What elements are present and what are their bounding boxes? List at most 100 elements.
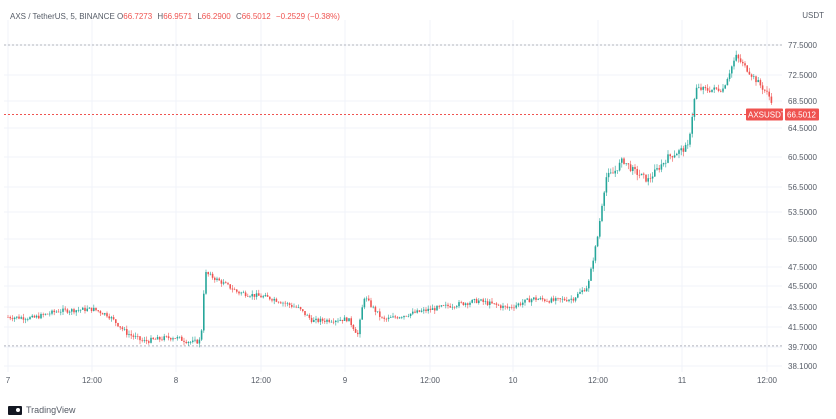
candle-body [106, 313, 108, 317]
candle-body [33, 315, 36, 318]
candle-body [423, 309, 425, 311]
horizontal-lines [4, 44, 782, 347]
candle-body [321, 318, 324, 321]
candle-body [211, 273, 214, 278]
candle-body [200, 330, 203, 340]
candle-body [341, 319, 344, 321]
candle-body [546, 301, 548, 302]
candle-body [515, 305, 517, 308]
candle-body [218, 278, 220, 281]
candle-body [244, 292, 247, 297]
candle-body [317, 318, 319, 322]
candle-body [46, 313, 49, 315]
candle-body [728, 73, 731, 80]
x-tick-label: 10 [509, 376, 518, 385]
candle-body [405, 315, 407, 317]
candle-body [649, 178, 652, 179]
candle-body [511, 307, 513, 308]
candle-body [128, 334, 130, 335]
candle-body [308, 314, 311, 318]
candle-body [319, 318, 322, 322]
candle-body [497, 304, 500, 306]
candle-body [658, 168, 660, 170]
candle-body [238, 291, 240, 294]
candle-body [60, 311, 62, 313]
candle-body [768, 91, 770, 97]
candle-body [733, 60, 735, 67]
candle-body [438, 305, 440, 307]
tradingview-logo[interactable]: TradingView [8, 405, 76, 415]
candle-body [368, 298, 370, 301]
candle-body [429, 308, 432, 310]
candle-body [447, 304, 449, 307]
candle-body [445, 304, 447, 306]
candle-body [370, 300, 372, 307]
currency-label[interactable]: USDT [802, 11, 824, 20]
candle-body [108, 316, 110, 319]
candle-body [502, 305, 504, 308]
candle-body [216, 278, 218, 280]
candle-body [475, 299, 478, 303]
candle-body [689, 133, 691, 145]
candle-body [185, 341, 187, 344]
candle-body [130, 334, 132, 336]
candle-body [605, 177, 608, 193]
candle-body [343, 317, 346, 321]
y-axis[interactable]: 77.5000 72.5000 68.5000 64.5000 60.5000 56.50… [788, 41, 817, 371]
candle-body [563, 298, 566, 301]
candle-body [757, 80, 759, 83]
candle-body [409, 313, 412, 317]
candle-body [761, 85, 764, 90]
candle-body [673, 155, 676, 158]
x-tick-label: 12:00 [757, 376, 778, 385]
candle-body [766, 90, 768, 92]
candle-body [401, 317, 403, 318]
candle-body [572, 298, 575, 301]
candle-body [7, 317, 9, 318]
candle-body [513, 307, 515, 309]
price-tag-value-bg [785, 108, 819, 121]
candle-body [691, 116, 693, 134]
candle-body [491, 301, 493, 304]
x-tick-label: 9 [343, 376, 348, 385]
candle-body [266, 295, 269, 297]
candle-body [119, 326, 121, 328]
candle-body [101, 313, 104, 315]
candle-body [557, 298, 559, 299]
candle-body [258, 293, 260, 296]
y-tick-label: 64.5000 [788, 124, 817, 133]
y-tick-label: 39.7000 [788, 343, 817, 352]
candle-body [99, 311, 102, 314]
candles [7, 50, 773, 348]
legend-close-label: C [235, 12, 242, 21]
candle-body [339, 319, 341, 321]
candle-body [764, 89, 766, 91]
candle-body [255, 293, 258, 297]
candle-body [214, 277, 216, 280]
candle-body [161, 339, 163, 341]
candle-body [273, 298, 275, 301]
candle-body [695, 87, 698, 99]
candle-body [469, 302, 471, 305]
chart-grid [4, 20, 782, 372]
candle-body [682, 148, 685, 152]
candle-body [667, 154, 669, 163]
candle-body [544, 299, 546, 302]
candle-body [484, 301, 487, 302]
candle-body [387, 317, 390, 319]
candle-body [436, 305, 438, 311]
candle-body [407, 316, 410, 317]
candle-body [357, 332, 359, 335]
candle-body [548, 301, 550, 303]
candle-body [720, 90, 722, 92]
candle-body [313, 320, 315, 322]
candle-body [77, 310, 80, 311]
candle-body [172, 338, 174, 340]
candle-body [535, 297, 537, 300]
candle-body [139, 336, 141, 341]
candle-body [396, 317, 399, 319]
candle-body [621, 158, 623, 163]
x-axis[interactable]: 7 12:00 8 12:00 9 12:00 10 12:00 11 12:00 [6, 376, 778, 385]
candle-body [482, 299, 484, 302]
